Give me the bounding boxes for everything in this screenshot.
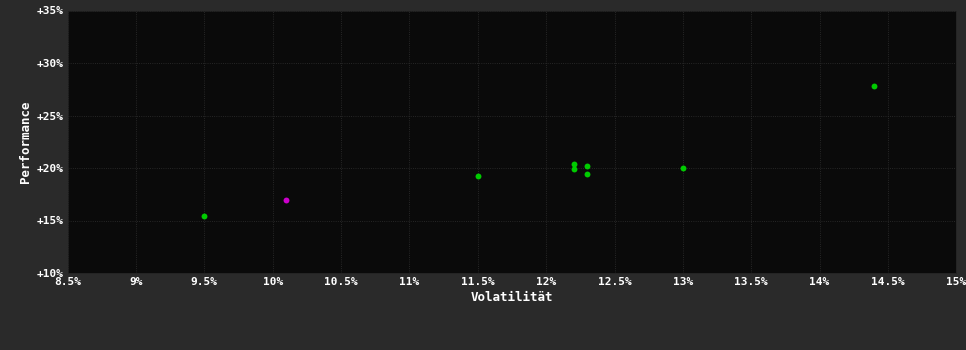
Point (566, 161, 582, 167)
Point (566, 166, 582, 172)
Point (580, 163, 595, 169)
Point (675, 165, 691, 171)
Point (867, 83, 882, 89)
Y-axis label: Performance: Performance (19, 100, 32, 183)
Point (580, 172, 595, 177)
X-axis label: Volatilität: Volatilität (470, 291, 554, 304)
Point (197, 214, 213, 219)
Point (470, 174, 486, 179)
Point (278, 197, 294, 202)
